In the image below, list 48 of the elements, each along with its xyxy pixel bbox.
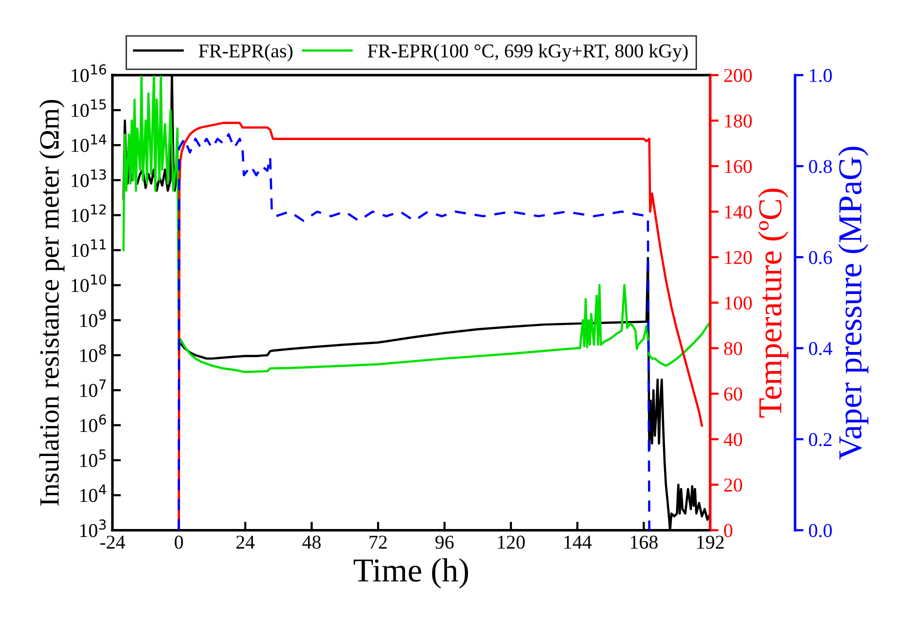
y3-tick-label: 0.8: [808, 160, 832, 174]
x-tick-label: 48: [302, 536, 321, 549]
y-tick-label: 10$^{16}$: [72, 64, 106, 82]
x-tick-label: 0: [174, 536, 183, 549]
y3-tick-label: 0.0: [808, 524, 832, 538]
x-axis-title: Time (h): [354, 558, 468, 588]
legend-label: FR-EPR(as): [198, 44, 292, 62]
y-tick-label: 10$^{4}$: [80, 484, 106, 502]
y2-tick-label: 80: [724, 342, 742, 356]
y-tick-label: 10$^{14}$: [72, 134, 106, 152]
y-tick-label: 10$^{6}$: [80, 414, 106, 432]
y-tick-label: 10$^{7}$: [80, 379, 106, 398]
y2-tick-label: 20: [724, 478, 742, 492]
y2-tick-label: 0: [724, 524, 732, 538]
y3-tick-label: 0.2: [808, 433, 832, 446]
legend-label: FR-EPR(100 °C, 699 kGy+RT, 800 kGy): [368, 44, 688, 62]
x-tick-label: 96: [435, 536, 454, 549]
y2-tick-label: 60: [724, 388, 742, 401]
y2-tick-label: 140: [725, 205, 752, 219]
y-tick-label: 10$^{5}$: [80, 449, 106, 468]
y3-tick-label: 0.6: [808, 250, 832, 264]
y-tick-label: 10$^{3}$: [80, 519, 106, 538]
y-tick-label: 10$^{8}$: [80, 344, 106, 362]
y-tick-label: 10$^{11}$: [72, 239, 106, 257]
y-tick-label: 10$^{12}$: [72, 204, 106, 222]
y2-tick-label: 200: [724, 68, 752, 82]
y-tick-label: 10$^{9}$: [80, 309, 106, 328]
y2-tick-label: 100: [725, 296, 752, 310]
x-tick-label: 120: [498, 536, 525, 549]
y2-tick-label: 40: [724, 433, 742, 446]
y-tick-label: 10$^{10}$: [72, 274, 106, 292]
y2-tick-label: 120: [725, 250, 752, 264]
y2-axis-title: Temperature (ºC): [758, 188, 788, 418]
y-axis-title: Insulation resistance per meter (Ωm): [39, 100, 64, 506]
x-tick-label: 24: [236, 536, 255, 549]
y3-tick-label: 0.4: [808, 342, 832, 356]
x-tick-label: -24: [100, 536, 126, 549]
y2-tick-label: 160: [725, 160, 752, 174]
line-series: [122, 75, 710, 374]
y-tick-label: 10$^{13}$: [72, 169, 106, 188]
y-tick-label: 10$^{15}$: [72, 99, 106, 117]
x-tick-label: 168: [630, 536, 658, 549]
y3-tick-label: 1.0: [810, 68, 832, 82]
x-tick-label: 144: [564, 536, 592, 549]
y3-axis-title: Vaper pressure (MPaG): [838, 146, 868, 460]
y2-tick-label: 180: [725, 114, 752, 128]
x-tick-label: 192: [697, 536, 724, 549]
x-tick-label: 72: [370, 536, 387, 549]
